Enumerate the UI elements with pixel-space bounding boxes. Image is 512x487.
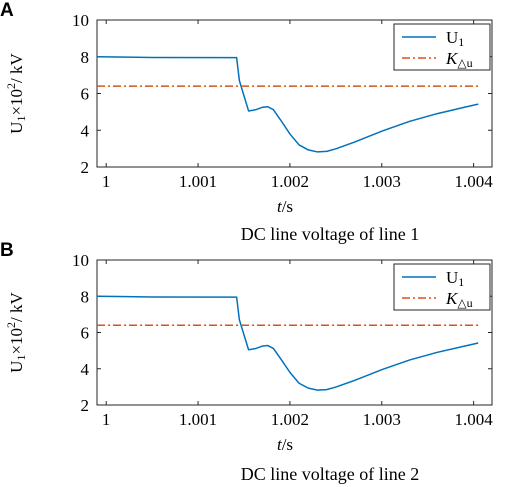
legend-label-1: K△u — [445, 49, 473, 70]
y-axis-label-times: ×10 — [7, 328, 26, 355]
panel-label: B — [0, 240, 14, 261]
y-tick-label: 4 — [81, 121, 90, 140]
y-tick-label: 10 — [72, 251, 89, 270]
y-tick-label: 6 — [81, 85, 90, 104]
x-tick-label: 1.004 — [455, 172, 494, 191]
y-axis-label-sub: 1 — [14, 355, 28, 361]
y-tick-label: 2 — [81, 158, 90, 177]
x-tick-label: 1.002 — [271, 410, 309, 429]
legend-label-1: K△u — [445, 289, 473, 310]
x-tick-label: 1 — [102, 172, 111, 191]
legend-label-0: U1 — [446, 28, 464, 49]
legend-label-main: U — [446, 28, 458, 47]
y-axis-label-base: U — [7, 361, 26, 373]
y-tick-label: 10 — [72, 11, 89, 30]
legend-label-main: U — [446, 268, 458, 287]
y-axis-label-unit: / kV — [7, 52, 26, 82]
x-tick-label: 1 — [102, 410, 111, 429]
series-line-0 — [96, 56, 479, 153]
legend-label-sub: △u — [457, 296, 472, 310]
y-axis-label-exp: 2 — [4, 322, 18, 328]
y-axis-label-times: ×10 — [7, 89, 26, 116]
x-tick-label: 1.003 — [363, 410, 401, 429]
x-axis-label-unit: /s — [282, 435, 293, 454]
y-axis-label-unit: / kV — [7, 291, 26, 321]
legend-label-sub: 1 — [458, 275, 464, 289]
x-tick-label: 1.003 — [363, 172, 401, 191]
y-tick-label: 4 — [81, 360, 90, 379]
x-tick-label: 1.001 — [179, 172, 217, 191]
y-tick-label: 8 — [81, 48, 90, 67]
y-tick-label: 6 — [81, 324, 90, 343]
x-tick-label: 1.004 — [455, 410, 494, 429]
x-axis-label: t/s — [277, 197, 293, 216]
legend-box — [393, 263, 491, 311]
legend-label-main: K — [445, 49, 459, 68]
legend-label-main: K — [445, 289, 459, 308]
legend-box — [393, 23, 491, 71]
y-axis-label: U1×102/ kV — [4, 291, 28, 372]
y-tick-label: 8 — [81, 287, 90, 306]
x-axis-label-var: t — [277, 435, 283, 454]
y-axis-label-base: U — [7, 122, 26, 134]
y-tick-label: 2 — [81, 396, 90, 415]
y-axis-label-sub: 1 — [14, 116, 28, 122]
series-line-0 — [96, 295, 479, 391]
legend-label-sub: 1 — [458, 35, 464, 49]
panel-label: A — [0, 0, 14, 21]
legend-label-sub: △u — [457, 56, 472, 70]
x-axis-label-unit: /s — [282, 197, 293, 216]
x-tick-label: 1.001 — [179, 410, 217, 429]
legend-label-0: U1 — [446, 268, 464, 289]
y-axis-label: U1×102/ kV — [4, 52, 28, 133]
x-axis-label: t/s — [277, 435, 293, 454]
chart-caption: DC line voltage of line 2 — [241, 464, 419, 484]
chart-caption: DC line voltage of line 1 — [241, 224, 419, 244]
y-axis-label-exp: 2 — [4, 83, 18, 89]
x-axis-label-var: t — [277, 197, 283, 216]
x-tick-label: 1.002 — [271, 172, 309, 191]
